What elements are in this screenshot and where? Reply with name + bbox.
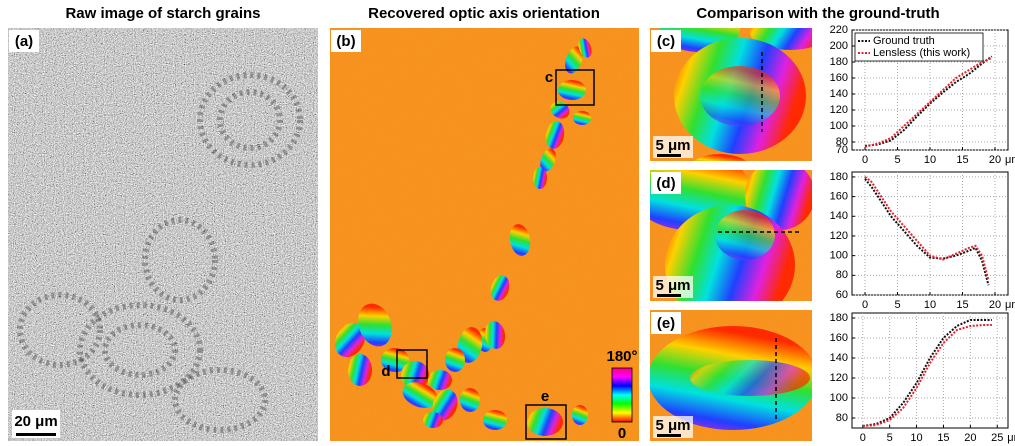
x-tick-label: 5 bbox=[894, 299, 900, 311]
y-tick-label: 100 bbox=[830, 392, 848, 404]
y-tick-label: 160 bbox=[830, 332, 848, 344]
colorbar bbox=[612, 368, 632, 422]
x-tick-label: 15 bbox=[956, 154, 968, 166]
orientation-map bbox=[329, 28, 639, 441]
y-tick-label: 80 bbox=[836, 269, 848, 281]
grain bbox=[460, 388, 480, 412]
x-tick-label: 15 bbox=[956, 299, 968, 311]
x-axis-label: μm bbox=[1007, 432, 1015, 444]
plot-area bbox=[852, 313, 1008, 428]
x-tick-label: 0 bbox=[862, 299, 868, 311]
x-axis-label: μm bbox=[1005, 154, 1015, 166]
box-label: e bbox=[541, 388, 549, 405]
panel-title: Raw image of starch grains bbox=[65, 5, 260, 22]
x-tick-label: 20 bbox=[964, 432, 976, 444]
grain bbox=[558, 80, 586, 100]
noise bbox=[8, 28, 318, 441]
y-tick-label: 180 bbox=[830, 56, 848, 68]
y-tick-label: 80 bbox=[836, 136, 848, 148]
legend-label: Lensless (this work) bbox=[873, 47, 970, 59]
x-tick-label: 20 bbox=[989, 154, 1001, 166]
panel-label: (b) bbox=[336, 33, 355, 50]
x-tick-label: 10 bbox=[924, 299, 936, 311]
colorbar-label: 180° bbox=[606, 348, 637, 365]
figure: Raw image of starch grains Recovered opt… bbox=[0, 0, 1015, 446]
x-tick-label: 20 bbox=[989, 299, 1001, 311]
y-tick-label: 180 bbox=[830, 312, 848, 324]
y-tick-label: 160 bbox=[830, 72, 848, 84]
scale-bar-label: 5 μm bbox=[655, 277, 690, 294]
y-tick-label: 140 bbox=[830, 352, 848, 364]
x-tick-label: 5 bbox=[887, 432, 893, 444]
panel-title: Comparison with the ground-truth bbox=[696, 5, 939, 22]
scale-bar-label: 5 μm bbox=[655, 137, 690, 154]
y-tick-label: 180 bbox=[830, 171, 848, 183]
scale-bar bbox=[16, 433, 56, 436]
y-tick-label: 120 bbox=[830, 104, 848, 116]
y-tick-label: 220 bbox=[830, 24, 848, 36]
x-tick-label: 0 bbox=[860, 432, 866, 444]
y-tick-label: 140 bbox=[830, 88, 848, 100]
y-tick-label: 160 bbox=[830, 191, 848, 203]
panel-title: Recovered optic axis orientation bbox=[368, 5, 600, 22]
x-tick-label: 5 bbox=[894, 154, 900, 166]
x-tick-label: 10 bbox=[924, 154, 936, 166]
grain bbox=[573, 111, 591, 125]
y-tick-label: 100 bbox=[830, 250, 848, 262]
panel-label: (d) bbox=[656, 175, 675, 192]
colorbar-label: 0 bbox=[618, 425, 626, 442]
box-label: c bbox=[545, 69, 553, 86]
x-tick-label: 25 bbox=[991, 432, 1003, 444]
y-tick-label: 120 bbox=[830, 230, 848, 242]
panel-label: (e) bbox=[657, 315, 675, 332]
grain bbox=[445, 348, 465, 372]
y-tick-label: 100 bbox=[830, 120, 848, 132]
grain bbox=[572, 405, 588, 425]
x-axis-label: μm bbox=[1005, 299, 1015, 311]
raw-image bbox=[8, 28, 318, 441]
grain bbox=[527, 408, 563, 436]
y-tick-label: 200 bbox=[830, 40, 848, 52]
x-tick-label: 0 bbox=[862, 154, 868, 166]
y-tick-label: 60 bbox=[836, 289, 848, 301]
grain bbox=[428, 370, 452, 390]
grain bbox=[533, 167, 547, 189]
y-tick-label: 120 bbox=[830, 372, 848, 384]
x-tick-label: 15 bbox=[937, 432, 949, 444]
y-tick-label: 80 bbox=[836, 412, 848, 424]
panel-label: (c) bbox=[657, 33, 675, 50]
legend-label: Ground truth bbox=[873, 35, 935, 47]
panel-label: (a) bbox=[15, 33, 33, 50]
box-label: d bbox=[381, 363, 390, 380]
scale-bar-label: 5 μm bbox=[655, 417, 690, 434]
y-tick-label: 140 bbox=[830, 210, 848, 222]
speckle bbox=[330, 28, 639, 441]
grain bbox=[348, 354, 372, 386]
grain bbox=[423, 412, 443, 428]
grain bbox=[483, 410, 507, 430]
scale-bar-label: 20 μm bbox=[14, 413, 57, 430]
x-tick-label: 10 bbox=[910, 432, 922, 444]
